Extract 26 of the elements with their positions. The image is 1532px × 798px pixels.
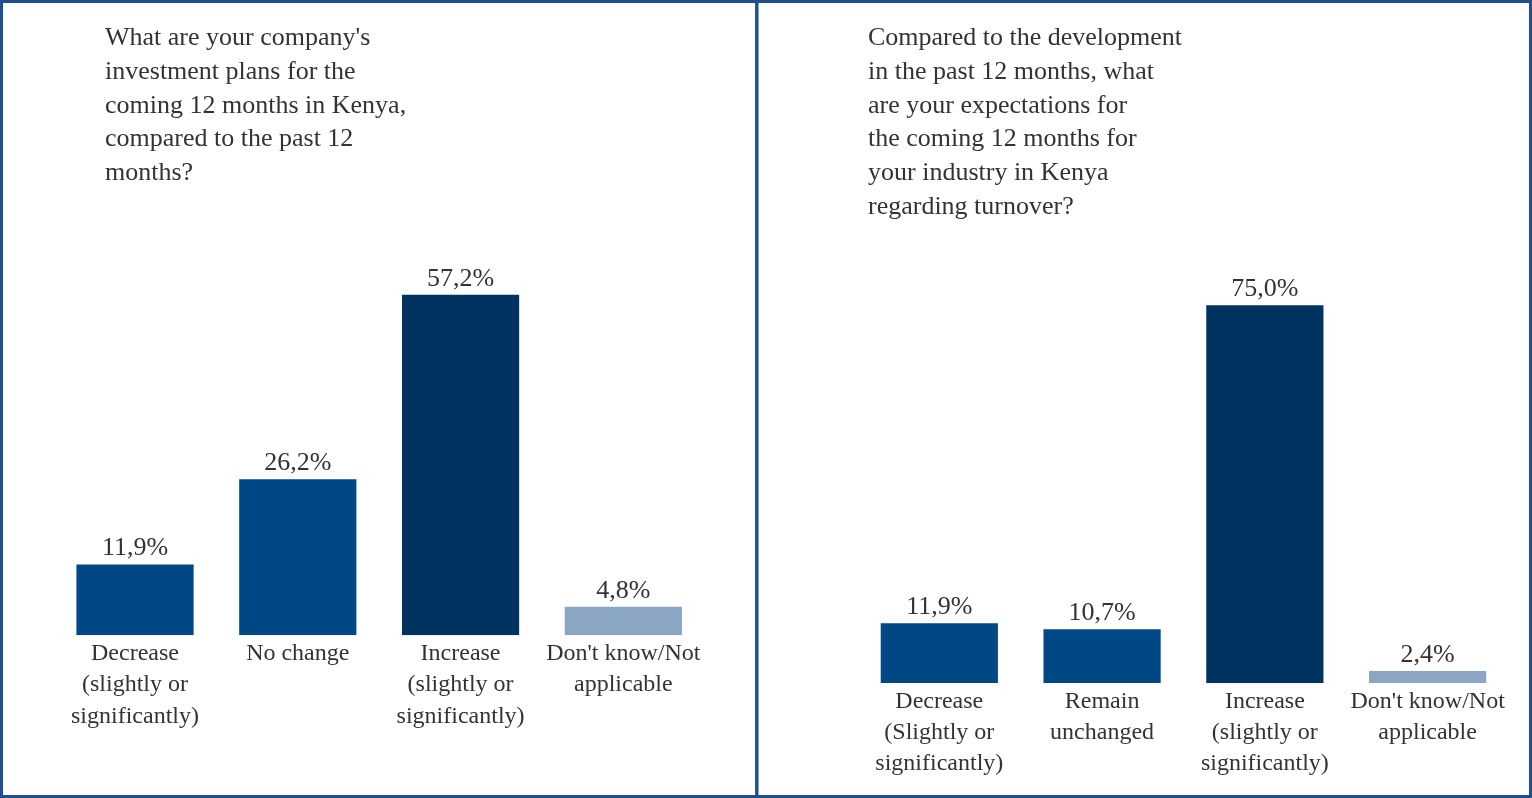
- x-tick-label: Decrease (slightly or significantly): [71, 639, 199, 728]
- data-label: 75,0%: [1231, 273, 1299, 303]
- data-label: 57,2%: [426, 262, 495, 292]
- bar: [880, 623, 998, 684]
- data-label: 10,7%: [1068, 597, 1136, 627]
- bar: [564, 606, 682, 636]
- data-label: 26,2%: [264, 447, 332, 477]
- bar: [401, 294, 520, 636]
- x-tick-label: Increase (slightly or significantly): [1200, 687, 1329, 776]
- x-tick-label: Don't know/Not applicable: [546, 639, 701, 697]
- chart-title: What are your company's investment plans for the coming 12 months in Kenya, compared to the past 12 months?: [105, 22, 407, 187]
- bar: [1043, 629, 1161, 684]
- data-label: 2,4%: [1400, 639, 1455, 668]
- data-label: 11,9%: [101, 532, 169, 562]
- x-tick-label: Remain unchanged: [1050, 687, 1155, 745]
- data-label: 4,8%: [596, 574, 651, 604]
- x-tick-label: No change: [246, 639, 350, 666]
- x-tick-label: Decrease (Slightly or significantly): [875, 687, 1004, 776]
- bar: [76, 564, 194, 636]
- x-tick-label: Don't know/Not applicable: [1350, 687, 1506, 745]
- data-label: 11,9%: [906, 591, 973, 621]
- bar: [1206, 305, 1324, 684]
- chart-title: Compared to the development in the past 12 months, what are your expectations for the coming 12 months for your industry in Kenya regarding turnover?: [868, 22, 1183, 220]
- bar: [239, 479, 357, 636]
- bar: [1369, 671, 1487, 684]
- x-tick-label: Increase (slightly or significantly): [396, 639, 525, 728]
